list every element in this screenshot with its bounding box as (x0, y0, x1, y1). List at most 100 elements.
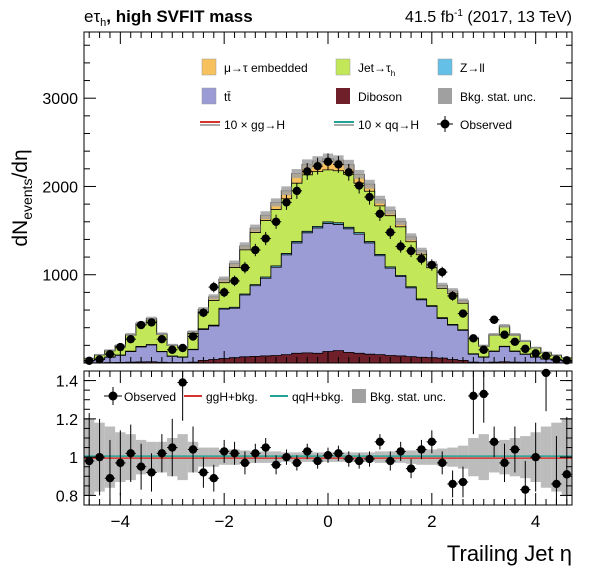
ratio-point (417, 445, 426, 454)
bkg-unc-bin (353, 169, 365, 179)
luminosity-label: 41.5 fb-1 (2017, 13 TeV) (405, 8, 572, 26)
observed-points (84, 153, 572, 365)
bkg-unc-bin (530, 346, 541, 349)
observed-point (188, 332, 198, 341)
ratio-point (375, 437, 385, 447)
ratio-point (126, 449, 135, 458)
observed-point (458, 309, 468, 318)
ratio-point (219, 447, 229, 456)
bkg-unc-bin (156, 332, 168, 336)
observed-point (438, 267, 447, 277)
bkg-unc-bin (499, 323, 510, 328)
y-axis-title: dNevents/dη (9, 149, 35, 246)
bkg-unc-bin (395, 217, 406, 226)
ratio-point (531, 452, 540, 462)
ratio-unc-bin (478, 434, 489, 481)
ratio-point (188, 445, 198, 454)
ratio-point (261, 443, 270, 452)
observed-point (199, 308, 208, 317)
main-y-tick-label: 3000 (42, 91, 78, 108)
ratio-point (521, 485, 530, 494)
ratio-unc-bin (540, 426, 552, 488)
legend-obs-label: Observed (460, 118, 512, 132)
ratio-point (354, 456, 364, 466)
main-y-tick-label: 1000 (42, 268, 78, 285)
observed-point (178, 343, 187, 353)
ratio-point (489, 437, 499, 447)
x-tick-label: 4 (531, 512, 540, 531)
ratio-legend-obs-label: Observed (124, 390, 176, 404)
legend-diboson-swatch (336, 88, 350, 104)
ratio-y-tick-label: 0.8 (56, 488, 78, 505)
observed-point (105, 349, 115, 359)
bkg-unc-bin (270, 198, 282, 207)
legend-jet-label: Jet→τh (358, 61, 395, 78)
observed-point (157, 334, 167, 344)
bkg-unc-bin (260, 211, 271, 220)
observed-point (427, 260, 437, 270)
ratio-observed-points (84, 368, 572, 505)
ratio-legend-qqh-label: qqH+bkg. (292, 390, 344, 404)
ratio-legend-ggh-label: ggH+bkg. (206, 390, 258, 404)
observed-point (251, 245, 260, 255)
bkg-unc-bin (509, 332, 521, 336)
observed-point (303, 167, 312, 176)
ratio-point (282, 452, 291, 462)
observed-point (240, 263, 250, 272)
observed-point (406, 246, 416, 256)
ratio-y-tick-label: 1.4 (56, 374, 78, 391)
ratio-unc-bin (405, 450, 417, 464)
bkg-unc-bin (437, 282, 448, 289)
bkg-unc-bin (239, 242, 251, 250)
legend-emb-label: μ→τ embedded (224, 61, 308, 75)
legend-unc-label: Bkg. stat. unc. (460, 90, 536, 104)
observed-point (323, 157, 333, 166)
bkg-unc-bin (167, 343, 178, 346)
legend-emb-swatch (201, 58, 217, 76)
observed-point (313, 161, 322, 171)
legend-qqh-label: 10 × qq→H (358, 118, 419, 132)
ratio-point (510, 445, 520, 454)
ratio-legend-unc-swatch (352, 389, 366, 403)
stack-tt- (83, 223, 573, 364)
bkg-unc-bin (250, 224, 261, 232)
observed-point (271, 217, 281, 226)
ratio-point (396, 447, 405, 456)
legend-tt-label: tt̄ (224, 90, 231, 104)
bkg-unc-bin (218, 276, 230, 282)
ratio-point (178, 378, 187, 387)
observed-point (469, 334, 478, 343)
bkg-unc-bin (488, 332, 500, 336)
bkg-unc-bin (187, 330, 199, 333)
observed-point (365, 192, 374, 202)
x-tick-label: 0 (323, 512, 332, 531)
ratio-point (365, 454, 374, 464)
ratio-unc-bin (488, 441, 500, 473)
ratio-point (147, 468, 156, 477)
observed-point (209, 282, 218, 292)
ratio-point (313, 456, 322, 466)
ratio-point (84, 456, 94, 466)
legend-ggh-label: 10 × gg→H (224, 118, 285, 132)
observed-point (500, 330, 509, 339)
ratio-point (136, 462, 146, 471)
ratio-x-ticks: −4 −2 0 2 4 (88, 371, 568, 531)
legend-zll-swatch (437, 58, 453, 76)
ratio-point (157, 449, 167, 458)
main-legend: μ→τ embedded Jet→τh Z→ll tt̄ Diboson Bkg… (200, 58, 536, 132)
observed-point (219, 288, 229, 297)
ratio-point (105, 474, 115, 483)
observed-point (126, 334, 135, 344)
ratio-y-ticks: 0.8 1 1.2 1.4 (56, 374, 572, 505)
ratio-point (271, 460, 281, 469)
bkg-unc-bin (125, 332, 136, 336)
observed-point (344, 168, 353, 177)
bkg-unc-bin (208, 294, 219, 300)
ratio-point (344, 454, 353, 464)
ratio-unc-bin (457, 445, 469, 469)
ratio-point (448, 479, 457, 489)
ratio-point (500, 458, 509, 468)
ratio-legend-obs-marker (108, 391, 118, 401)
bkg-unc-bin (551, 354, 562, 356)
x-tick-label: −2 (214, 512, 233, 531)
